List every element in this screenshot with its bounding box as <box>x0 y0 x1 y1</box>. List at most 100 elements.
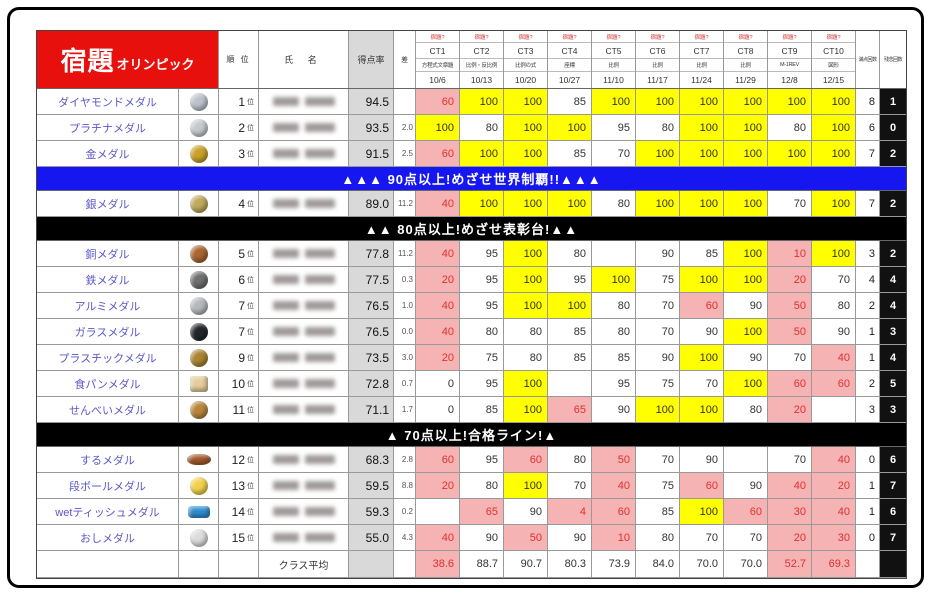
medal-label-cell: せんべいメダル <box>37 397 179 422</box>
score-cell-ct3: 100 <box>504 473 548 498</box>
score-cell-ct10: 30 <box>812 525 856 550</box>
ct-column-header-ct1: 宿題? CT1 方程式文章題 10/6 <box>416 31 460 88</box>
column-header-perfect-count: 満点回数 <box>856 31 880 88</box>
ct-topic-label: 比例 <box>680 59 723 72</box>
score-cell-ct3: 100 <box>504 267 548 292</box>
student-name-blurred <box>304 327 335 336</box>
score-cell-ct10: 80 <box>812 293 856 318</box>
student-name-blurred <box>272 301 299 310</box>
score-cell-ct5: 60 <box>592 499 636 524</box>
medal-label-cell: アルミメダル <box>37 293 179 318</box>
score-cell-ct2: 65 <box>460 499 504 524</box>
table-row: wetティッシュメダル 14 位 59.3 0.2 65 90 4 60 85 100 60 30 40 1… <box>37 499 906 525</box>
score-cell-ct1: 60 <box>416 447 460 472</box>
medal-icon-cell <box>179 397 219 422</box>
student-name-cell <box>259 499 349 524</box>
diff-cell: 0.3 <box>394 267 416 292</box>
score-cell-ct2: 80 <box>460 115 504 140</box>
score-cell-ct7: 100 <box>680 141 724 166</box>
ct-id-label: CT6 <box>636 43 679 59</box>
score-cell-ct9: 80 <box>768 115 812 140</box>
score-cell-ct2: 80 <box>460 473 504 498</box>
rank-suffix: 位 <box>247 508 254 516</box>
rank-suffix: 位 <box>247 534 254 542</box>
score-cell-ct2: 95 <box>460 267 504 292</box>
score-cell-ct3: 90.7 <box>504 551 548 577</box>
score-cell-ct7: 100 <box>680 191 724 216</box>
perfect-count-cell: 1 <box>856 473 880 498</box>
score-cell-ct2: 90 <box>460 525 504 550</box>
medal-label: プラスチックメダル <box>58 352 157 365</box>
score-cell-ct7: 70 <box>680 525 724 550</box>
table-row: せんべいメダル 11 位 71.1 1.7 0 85 100 65 90 100 100 80 20 3 3 <box>37 397 906 423</box>
medal-icon-cell <box>179 473 219 498</box>
medal-label-cell: 段ボールメダル <box>37 473 179 498</box>
fail-count-cell <box>880 551 906 577</box>
score-cell-ct7: 90 <box>680 447 724 472</box>
diff-cell: 0.7 <box>394 371 416 396</box>
ct-topic-label: 比例 <box>592 59 635 72</box>
score-cell-ct8: 90 <box>724 293 768 318</box>
score-cell-ct8: 70 <box>724 525 768 550</box>
fail-count-cell: 4 <box>880 345 906 370</box>
score-cell-ct8: 100 <box>724 267 768 292</box>
score-cell-ct2: 95 <box>460 293 504 318</box>
score-rate-cell: 73.5 <box>349 345 394 370</box>
score-cell-ct5: 70 <box>592 141 636 166</box>
ct-id-label: CT10 <box>812 43 855 59</box>
medal-label: wetティッシュメダル <box>55 506 160 519</box>
rank-cell: 10 位 <box>219 371 259 396</box>
medal-label: 食パンメダル <box>74 378 141 391</box>
student-name-cell <box>259 89 349 114</box>
fail-count-cell: 5 <box>880 371 906 396</box>
rank-number: 15 <box>231 530 245 545</box>
score-cell-ct7: 100 <box>680 397 724 422</box>
homework-tag-label: 宿題? <box>768 31 811 43</box>
score-cell-ct6: 100 <box>636 89 680 114</box>
student-name-blurred <box>272 507 299 516</box>
score-cell-ct6: 90 <box>636 345 680 370</box>
student-name-blurred <box>272 455 299 464</box>
platinum-medal-icon <box>189 118 208 137</box>
medal-label-cell: 金メダル <box>37 141 179 166</box>
score-cell-ct7: 100 <box>680 89 724 114</box>
student-name-cell <box>259 397 349 422</box>
ct-topic-label: 図形 <box>812 59 855 72</box>
medal-label: おしメダル <box>80 532 135 545</box>
score-cell-ct1: 20 <box>416 345 460 370</box>
score-cell-ct6: 100 <box>636 141 680 166</box>
score-cell-ct6: 75 <box>636 473 680 498</box>
score-cell-ct3: 100 <box>504 115 548 140</box>
medal-icon-cell <box>179 525 219 550</box>
threshold-banner: ▲ 70点以上!合格ライン!▲ <box>37 423 906 447</box>
ct-id-label: CT7 <box>680 43 723 59</box>
score-cell-ct1: 100 <box>416 115 460 140</box>
score-cell-ct8: 60 <box>724 499 768 524</box>
ct-topic-label: 方程式文章題 <box>416 59 459 72</box>
score-rate-cell <box>349 551 394 577</box>
perfect-count-cell: 0 <box>856 447 880 472</box>
score-cell-ct6: 75 <box>636 267 680 292</box>
rank-cell: 14 位 <box>219 499 259 524</box>
plastic-medal-icon <box>189 348 208 367</box>
glass-medal-icon <box>189 322 208 341</box>
perfect-count-cell: 2 <box>856 293 880 318</box>
table-header: 宿題 オリンピック 順 位 氏 名 得点率 差 宿題? CT1 方程式文章題 10/6… <box>37 31 906 89</box>
ct-topic-label: 比例の式 <box>504 59 547 72</box>
score-cell-ct9: 20 <box>768 397 812 422</box>
medal-label: プラチナメダル <box>69 122 146 135</box>
score-cell-ct6: 75 <box>636 371 680 396</box>
score-cell-ct10: 60 <box>812 371 856 396</box>
student-name-cell <box>259 141 349 166</box>
score-cell-ct7: 70.0 <box>680 551 724 577</box>
gold-medal-icon <box>189 144 208 163</box>
table-row: 銅メダル 5 位 77.8 11.2 40 95 100 80 90 85 100 10 100 3 2 <box>37 241 906 267</box>
score-cell-ct10: 100 <box>812 191 856 216</box>
ct-column-header-ct5: 宿題? CT5 比例 11/10 <box>592 31 636 88</box>
fail-count-cell: 6 <box>880 499 906 524</box>
column-header-score-rate: 得点率 <box>349 31 394 88</box>
table-row: 銀メダル 4 位 89.0 11.2 40 100 100 100 80 100 100 100 70 10… <box>37 191 906 217</box>
ct-column-header-ct10: 宿題? CT10 図形 12/15 <box>812 31 856 88</box>
